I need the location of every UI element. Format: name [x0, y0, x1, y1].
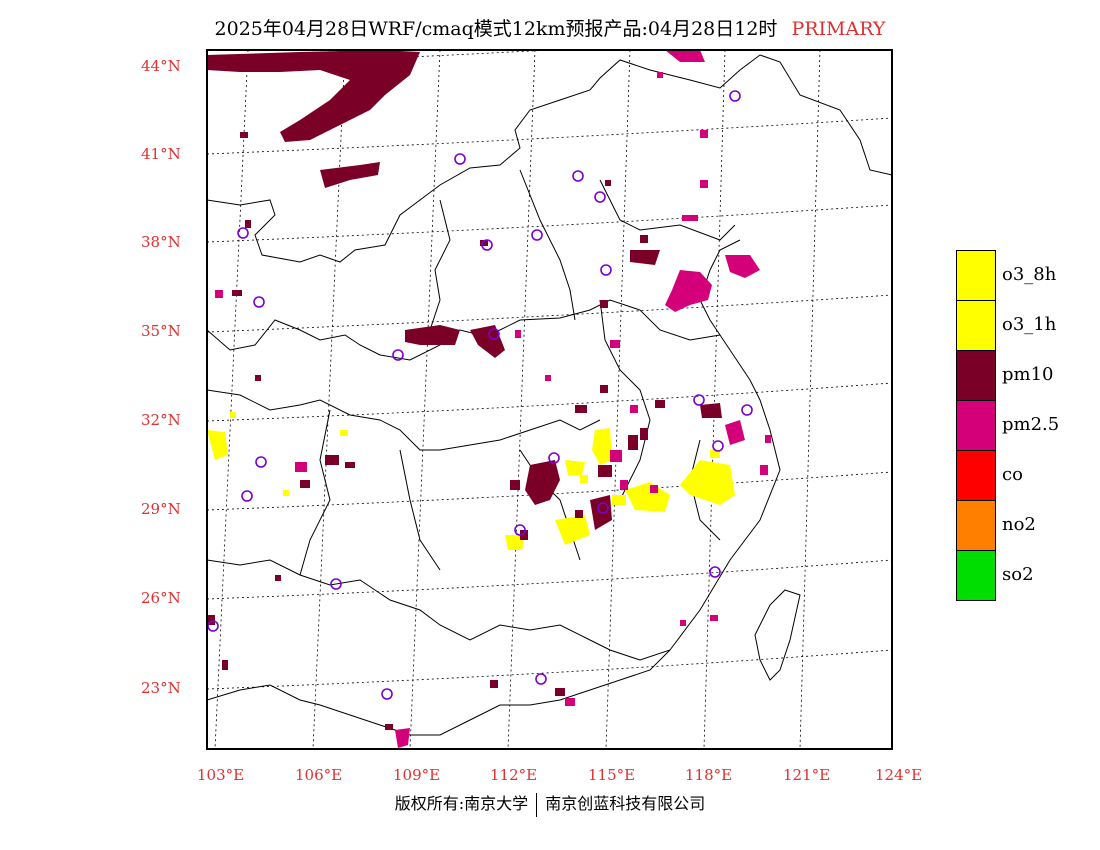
- graticule: [207, 50, 892, 749]
- legend-label: pm10: [1002, 364, 1054, 385]
- lat-label-32n: 32°N: [141, 411, 181, 429]
- lon-label-103e: 103°E: [197, 766, 245, 784]
- lat-label-35n: 35°N: [141, 322, 181, 340]
- map-frame: [206, 49, 893, 750]
- legend-swatch: [956, 500, 996, 551]
- lat-label-29n: 29°N: [141, 500, 181, 518]
- footer-divider: [536, 792, 538, 817]
- lon-label-109e: 109°E: [393, 766, 441, 784]
- legend-swatch: [956, 400, 996, 451]
- title-main: 2025年04月28日WRF/cmaq模式12km预报产品:04月28日12时: [214, 18, 778, 40]
- lon-label-112e: 112°E: [490, 766, 538, 784]
- legend-label: so2: [1002, 564, 1034, 585]
- legend-swatch: [956, 350, 996, 401]
- legend-swatch: [956, 300, 996, 351]
- map-background: [207, 50, 892, 749]
- legend-label: co: [1002, 464, 1023, 485]
- lat-label-23n: 23°N: [141, 679, 181, 697]
- lon-label-115e: 115°E: [588, 766, 636, 784]
- map-title: 2025年04月28日WRF/cmaq模式12km预报产品:04月28日12时 P…: [0, 14, 1100, 40]
- station-markers: [207, 90, 753, 700]
- legend-label: no2: [1002, 514, 1036, 535]
- legend-label: pm2.5: [1002, 414, 1060, 435]
- lon-label-118e: 118°E: [685, 766, 733, 784]
- copyright-owner: 版权所有:南京大学: [394, 794, 529, 813]
- lon-label-106e: 106°E: [295, 766, 343, 784]
- copyright-company: 南京创蓝科技有限公司: [545, 794, 706, 813]
- copyright-footer: 版权所有:南京大学 南京创蓝科技有限公司: [0, 790, 1100, 817]
- scattered-pollution-cells: [207, 72, 771, 730]
- lat-label-41n: 41°N: [141, 145, 181, 163]
- lat-label-26n: 26°N: [141, 589, 181, 607]
- pm25-regions: [395, 50, 760, 748]
- lat-label-44n: 44°N: [141, 57, 181, 75]
- legend-swatch: [956, 450, 996, 501]
- title-primary-tag: PRIMARY: [791, 18, 886, 40]
- lon-label-124e: 124°E: [875, 766, 923, 784]
- legend-label: o3_8h: [1002, 264, 1057, 285]
- lat-label-38n: 38°N: [141, 233, 181, 251]
- legend-swatch: [956, 550, 996, 601]
- legend-swatch: [956, 250, 996, 301]
- legend-label: o3_1h: [1002, 314, 1057, 335]
- lon-label-121e: 121°E: [783, 766, 831, 784]
